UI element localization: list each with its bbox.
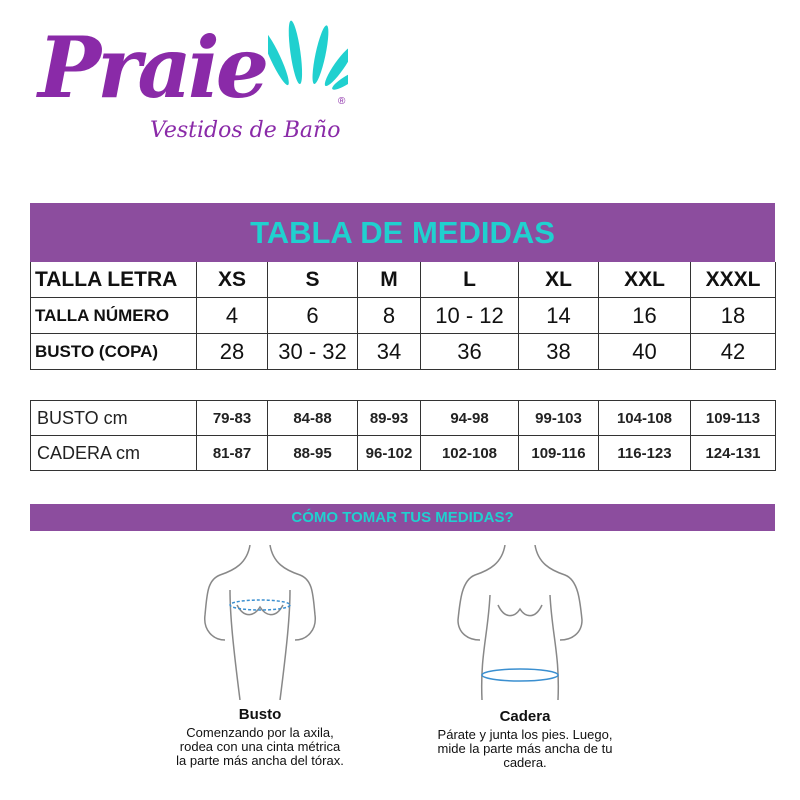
fan-logo-icon [268,20,348,90]
table-cell: 99-103 [518,400,599,436]
table-cell: 8 [357,297,421,334]
table-cell: S [267,262,358,298]
table-cell: L [420,262,519,298]
row-label: TALLA NÚMERO [30,297,197,334]
hip-title: Cadera [499,708,551,725]
table-cell: 84-88 [267,400,358,436]
bust-line: la parte más ancha del tórax. [176,753,344,768]
table-cell: XXXL [690,262,776,298]
table-cell: 42 [690,333,776,370]
table-cell: 88-95 [267,435,358,471]
how-to-title: CÓMO TOMAR TUS MEDIDAS? [30,504,775,531]
hip-line: cadera. [503,755,547,770]
table-cell: 10 - 12 [420,297,519,334]
page-title: TABLA DE MEDIDAS [30,203,775,262]
table-cell: M [357,262,421,298]
table-cell: 34 [357,333,421,370]
table-cell: 94-98 [420,400,519,436]
table-cell: 109-113 [690,400,776,436]
table-cell: 28 [196,333,268,370]
table-cell: 102-108 [420,435,519,471]
table-cell: XS [196,262,268,298]
table-cell: 109-116 [518,435,599,471]
table-cell: 124-131 [690,435,776,471]
registered-mark: ® [338,96,346,107]
table-cell: 116-123 [598,435,691,471]
row-label: BUSTO cm [30,400,197,436]
bust-line: Comenzando por la axila, [186,725,334,740]
table-cell: 14 [518,297,599,334]
table-cell: XXL [598,262,691,298]
table-cell: 30 - 32 [267,333,358,370]
hip-instructions: Cadera Párate y junta los pies. Luego, m… [415,708,635,770]
size-table: TALLA LETRA XS S M L XL XXL XXXL TALLA NÚMERO 4 6 8… [30,262,776,370]
bust-line: rodea con una cinta métrica [179,739,341,754]
table-cell: 96-102 [357,435,421,471]
table-row: CADERA cm 81-87 88-95 96-102 102-108 109-116 1… [30,435,776,471]
table-cell: 104-108 [598,400,691,436]
brand-tagline: Vestidos de Baño [150,118,341,143]
table-cell: 81-87 [196,435,268,471]
hip-line: mide la parte más ancha de tu [437,741,613,756]
row-label: TALLA LETRA [30,262,197,298]
table-cell: 6 [267,297,358,334]
row-label: BUSTO (COPA) [30,333,197,370]
row-label: CADERA cm [30,435,197,471]
table-cell: 38 [518,333,599,370]
bust-instructions: Busto Comenzando por la axila, rodea con… [160,706,360,768]
table-row: BUSTO (COPA) 28 30 - 32 34 36 38 40 42 [30,333,776,370]
hip-line: Párate y junta los pies. Luego, [437,727,613,742]
table-cell: 40 [598,333,691,370]
cm-table: BUSTO cm 79-83 84-88 89-93 94-98 99-103 104-10… [30,400,776,471]
table-cell: 79-83 [196,400,268,436]
table-cell: 89-93 [357,400,421,436]
table-cell: 18 [690,297,776,334]
brand-logo: Praie [38,18,269,117]
bust-figure-icon [204,545,316,700]
table-cell: 4 [196,297,268,334]
table-cell: 36 [420,333,519,370]
table-row: TALLA LETRA XS S M L XL XXL XXXL [30,262,776,298]
table-cell: 16 [598,297,691,334]
table-cell: XL [518,262,599,298]
table-row: BUSTO cm 79-83 84-88 89-93 94-98 99-103 104-10… [30,400,776,436]
bust-title: Busto [238,706,282,723]
hip-figure-icon [457,545,583,700]
table-row: TALLA NÚMERO 4 6 8 10 - 12 14 16 18 [30,297,776,334]
